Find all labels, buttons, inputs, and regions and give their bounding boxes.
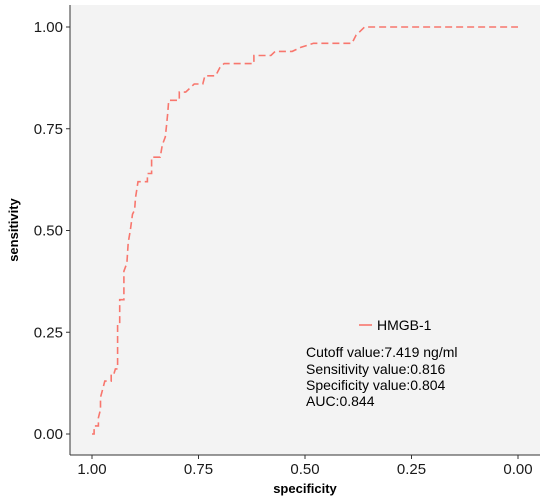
x-tick-label: 0.50 — [290, 461, 319, 478]
y-tick-label: 0.00 — [34, 426, 63, 443]
y-tick-label: 0.75 — [34, 121, 63, 138]
y-tick-label: 1.00 — [34, 19, 63, 36]
x-axis-title: specificity — [273, 481, 337, 496]
y-tick-label: 0.50 — [34, 223, 63, 240]
y-axis-ticks: 0.00 0.25 0.50 0.75 1.00 — [34, 19, 70, 443]
y-axis-title: sensitivity — [6, 197, 21, 261]
series-line-hmgb-1 — [92, 26, 518, 435]
annotation-cutoff: Cutoff value:7.419 ng/ml — [306, 344, 458, 360]
annotation-auc: AUC:0.844 — [306, 393, 375, 409]
annotation-sensitivity: Sensitivity value:0.816 — [306, 361, 446, 377]
plot-panel — [70, 5, 540, 455]
x-tick-label: 0.75 — [184, 461, 213, 478]
y-tick-label: 0.25 — [34, 324, 63, 341]
x-tick-label: 1.00 — [77, 461, 106, 478]
x-axis-ticks: 1.00 0.75 0.50 0.25 0.00 — [77, 455, 533, 478]
x-tick-label: 0.25 — [397, 461, 426, 478]
x-tick-label: 0.00 — [503, 461, 532, 478]
legend: HMGB-1 — [359, 317, 432, 333]
legend-label-hmgb-1: HMGB-1 — [377, 317, 432, 333]
annotation-block: Cutoff value:7.419 ng/ml Sensitivity val… — [306, 344, 458, 409]
annotation-specificity: Specificity value:0.804 — [306, 377, 446, 393]
